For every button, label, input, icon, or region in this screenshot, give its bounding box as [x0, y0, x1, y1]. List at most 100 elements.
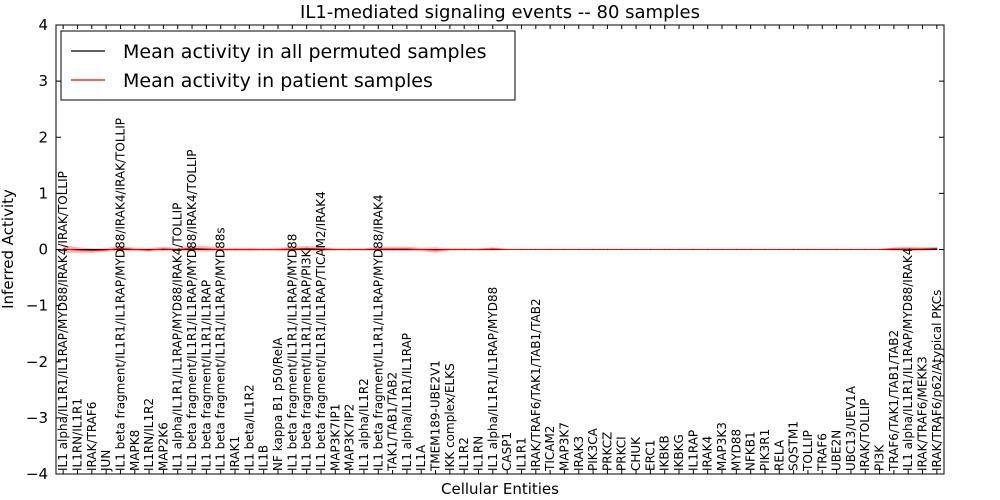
- x-tick-label: TRAF6: [815, 433, 829, 472]
- x-tick-label: IL1RN/IL1R2: [142, 398, 156, 471]
- point-patient: [477, 248, 480, 251]
- point-patient: [191, 247, 193, 249]
- plot-area: −4 −3 −2 −1 0 1 2 3 4 IL1 alpha/IL1R1/IL1RAP/MYD8…: [26, 16, 945, 483]
- x-tick-label: IL1 alpha/IL1R1/IL1RAP/MYD88/IRAK4/TOLLI…: [171, 203, 185, 471]
- point-patient: [563, 248, 566, 251]
- point-patient: [363, 248, 365, 251]
- point-patient: [220, 248, 222, 251]
- legend-box: [60, 30, 516, 101]
- point-patient: [793, 248, 795, 251]
- point-patient: [821, 248, 823, 251]
- y-tick-label: 0: [38, 241, 48, 259]
- x-tick-label: MYD88: [729, 429, 743, 471]
- point-patient: [678, 248, 680, 251]
- x-tick-label: SQSTM1: [787, 421, 801, 471]
- x-tick-label: MAP3K7IP2: [343, 404, 357, 471]
- x-tick-label: IL1R1: [514, 437, 528, 471]
- x-tick-label: MAP3K3: [715, 422, 729, 471]
- x-axis-label: Cellular Entities: [441, 480, 559, 498]
- point-patient: [119, 247, 122, 249]
- x-tick-label: IL1 beta/IL1R2: [242, 384, 256, 471]
- x-tick-label: IL1 alpha/IL1R1/IL1RAP: [400, 333, 414, 471]
- point-patient: [105, 249, 107, 251]
- x-tick-label: IL1 alpha/IL1R1/IL1RAP/MYD88: [486, 287, 500, 471]
- y-tick-label: −3: [26, 409, 48, 427]
- x-tick-label: JUN: [99, 450, 113, 472]
- legend-entry: Mean activity in all permuted samples: [123, 41, 486, 63]
- point-patient: [520, 248, 523, 251]
- x-tick-label: IL1 beta fragment/IL1R1/IL1RAP: [199, 280, 213, 471]
- x-tick-label: IRAK/TRAF6: [85, 402, 99, 471]
- point-patient: [535, 248, 537, 251]
- point-patient: [707, 248, 709, 251]
- x-tick-label: IKBKB: [658, 435, 672, 471]
- point-patient: [463, 248, 465, 251]
- x-tick-label: IL1 beta fragment/IL1R1/IL1RAP/MYD88/IRA…: [113, 118, 127, 471]
- x-tick-label: IL1 beta fragment/IL1R1/IL1RAP/PI3K: [300, 248, 314, 471]
- point-patient: [377, 248, 379, 250]
- point-patient: [735, 248, 737, 251]
- point-permuted: [191, 248, 193, 251]
- x-tick-label: MAP3K7IP1: [328, 404, 342, 471]
- point-patient: [764, 248, 766, 251]
- x-tick-label: CASP1: [500, 432, 514, 471]
- y-tick-label: 1: [38, 184, 48, 202]
- point-patient: [635, 248, 637, 251]
- point-patient: [692, 248, 694, 251]
- legend: Mean activity in all permuted samples Mea…: [60, 30, 516, 101]
- x-tick-label: IL1 beta fragment/IL1R1/IL1RAP/MYD88s: [214, 227, 228, 471]
- point-patient: [578, 248, 580, 251]
- point-patient: [134, 248, 136, 251]
- point-patient: [434, 249, 437, 251]
- x-tick-label: NFKB1: [744, 431, 758, 471]
- point-patient: [778, 248, 780, 251]
- x-tick-label: IRAK3: [572, 436, 586, 471]
- x-tick-label: NF kappa B1 p50/RelA: [271, 337, 285, 471]
- point-patient: [921, 248, 924, 250]
- point-patient: [306, 247, 308, 249]
- x-tick-label: TICAM2: [543, 426, 557, 472]
- point-patient: [349, 248, 351, 251]
- x-tick-label: IL1RN/IL1R1: [70, 398, 84, 471]
- chart-title: IL1-mediated signaling events -- 80 samp…: [300, 2, 700, 23]
- point-patient: [864, 248, 866, 251]
- x-tick-label: TMEM189-UBE2V1: [429, 360, 443, 472]
- point-patient: [320, 248, 322, 250]
- x-tick-label: IL1 beta fragment/IL1R1/IL1RAP/MYD88/IRA…: [185, 150, 199, 471]
- x-tick-label: MAP3K7: [557, 422, 571, 471]
- y-tick-label: −4: [26, 465, 48, 483]
- x-tick-label: PIK3R1: [758, 429, 772, 471]
- x-tick-label: MAP2K6: [156, 422, 170, 471]
- point-patient: [391, 248, 394, 250]
- point-patient: [248, 248, 250, 251]
- y-tick-label: 3: [38, 72, 48, 90]
- point-patient: [506, 248, 508, 251]
- point-patient: [91, 250, 93, 252]
- y-tick-label: 4: [38, 16, 48, 34]
- x-tick-label: ERC1: [643, 440, 657, 471]
- series-line-patient: [63, 247, 937, 252]
- x-tick-label: TRAF6/TAK1/TAB1/TAB2: [887, 330, 901, 472]
- point-patient: [807, 248, 809, 251]
- x-tick-label: IL1 beta fragment/IL1R1/IL1RAP/MYD88: [285, 234, 299, 471]
- x-tick-label: IL1 alpha/IL1R1/IL1RAP/MYD88/IRAK4: [901, 248, 915, 471]
- x-tick-label: PIK3CA: [586, 427, 600, 471]
- x-tick-label: IL1 beta fragment/IL1R1/IL1RAP/TICAM2/IR…: [314, 191, 328, 471]
- y-axis-label: Inferred Activity: [0, 189, 17, 309]
- point-patient: [721, 248, 723, 251]
- point-patient: [649, 248, 651, 251]
- point-patient: [893, 248, 895, 250]
- point-patient: [76, 249, 79, 251]
- x-tick-label: IL1R2: [457, 437, 471, 471]
- x-tick-label: IL1RN: [472, 436, 486, 471]
- point-patient: [205, 248, 207, 250]
- x-tick-label: PI3K: [873, 444, 887, 471]
- x-tick-label: UBE2N: [830, 430, 844, 471]
- x-tick-label: IRAK4: [701, 436, 715, 471]
- x-tick-label: PRKCZ: [600, 432, 614, 471]
- y-tick-label: 2: [38, 128, 48, 146]
- x-tick-label: RELA: [772, 439, 786, 471]
- x-tick-label: IL1A: [414, 444, 428, 471]
- x-tick-label: IRAK/TRAF6/p62/Atypical PKCs: [930, 290, 944, 471]
- y-tick-label: −2: [26, 353, 48, 371]
